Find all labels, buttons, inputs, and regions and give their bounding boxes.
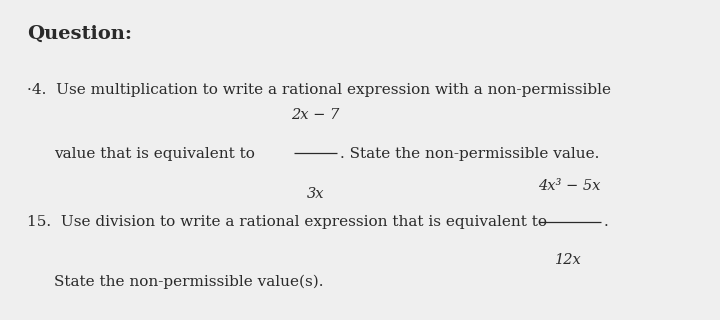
Text: 4x³ − 5x: 4x³ − 5x: [538, 179, 600, 193]
Text: . State the non-permissible value.: . State the non-permissible value.: [340, 147, 599, 161]
Text: 12x: 12x: [555, 253, 582, 268]
Text: 3x: 3x: [307, 187, 324, 201]
Text: Question:: Question:: [27, 25, 132, 43]
Text: .: .: [603, 215, 608, 229]
Text: value that is equivalent to: value that is equivalent to: [54, 147, 255, 161]
Text: 15.  Use division to write a rational expression that is equivalent to: 15. Use division to write a rational exp…: [27, 215, 547, 229]
Text: ·4.  Use multiplication to write a rational expression with a non-permissible: ·4. Use multiplication to write a ration…: [27, 83, 611, 97]
Text: 2x − 7: 2x − 7: [291, 108, 340, 122]
Text: State the non-permissible value(s).: State the non-permissible value(s).: [54, 275, 323, 289]
